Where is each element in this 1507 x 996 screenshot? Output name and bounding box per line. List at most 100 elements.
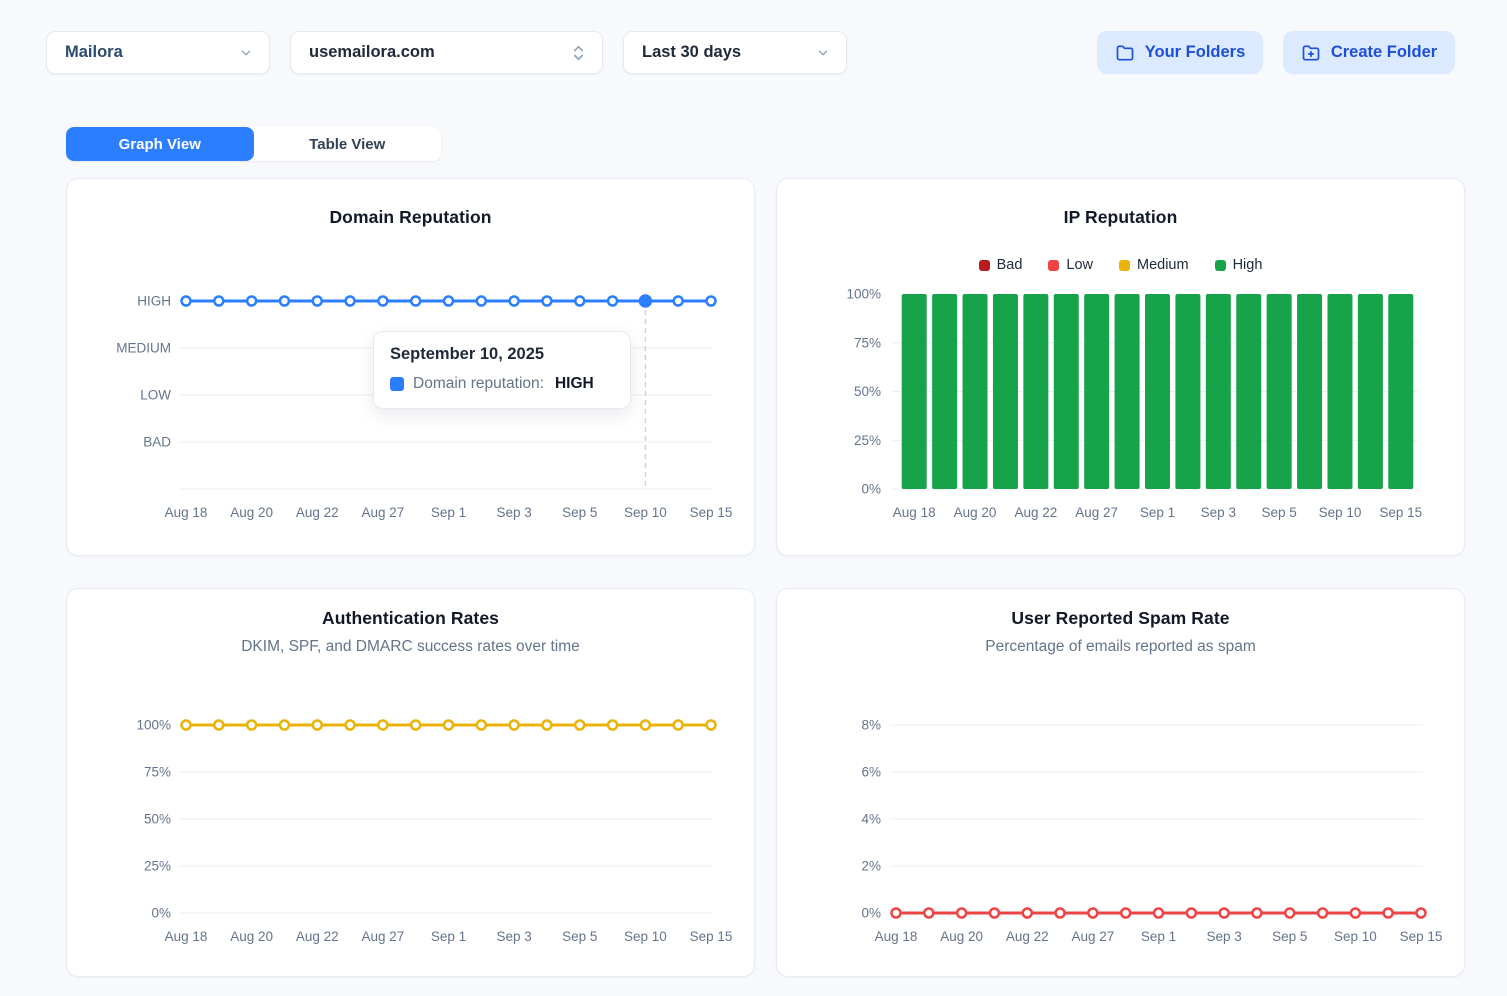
date-range-select[interactable]: Last 30 days (623, 31, 847, 74)
chart-tooltip: September 10, 2025 Domain reputation: HI… (373, 331, 631, 409)
ip-reputation-chart[interactable]: 100% 75% 50% 25% 0% Aug 18 Aug 20 Aug 22 Aug 27 S… (777, 179, 1466, 557)
svg-text:0%: 0% (151, 906, 171, 921)
svg-text:4%: 4% (861, 812, 881, 827)
svg-text:Aug 18: Aug 18 (893, 505, 936, 520)
svg-text:Aug 20: Aug 20 (940, 929, 983, 944)
svg-text:Aug 22: Aug 22 (1014, 505, 1057, 520)
create-folder-label: Create Folder (1330, 43, 1438, 61)
svg-text:Aug 22: Aug 22 (296, 929, 339, 944)
svg-text:2%: 2% (861, 859, 881, 874)
create-folder-button[interactable]: Create Folder (1283, 31, 1455, 74)
chevron-down-icon (241, 50, 251, 55)
chart-title: Authentication Rates (321, 608, 500, 628)
svg-text:Aug 22: Aug 22 (296, 505, 339, 520)
svg-text:Sep 3: Sep 3 (496, 505, 531, 520)
svg-text:LOW: LOW (140, 388, 171, 403)
svg-text:Aug 27: Aug 27 (361, 929, 404, 944)
svg-text:Sep 15: Sep 15 (1400, 929, 1443, 944)
svg-text:100%: 100% (136, 718, 171, 733)
chart-subtitle: DKIM, SPF, and DMARC success rates over … (241, 638, 580, 655)
view-tabs: Graph View Table View (66, 127, 441, 161)
svg-text:Sep 10: Sep 10 (1319, 505, 1362, 520)
tooltip-value: HIGH (554, 375, 594, 392)
legend-label: Bad (996, 257, 1023, 273)
svg-text:25%: 25% (144, 859, 171, 874)
legend-swatch (978, 259, 990, 271)
legend-item-high: High (1214, 257, 1263, 273)
chart-legend: Bad Low Medium High (777, 257, 1464, 273)
domain-select-value: usemailora.com (309, 43, 435, 61)
tab-table-view[interactable]: Table View (309, 135, 386, 153)
svg-text:Aug 27: Aug 27 (1071, 929, 1114, 944)
svg-text:Sep 15: Sep 15 (690, 929, 733, 944)
tab-graph-view[interactable]: Graph View (66, 127, 254, 161)
tooltip-series-label: Domain reputation: (413, 375, 544, 392)
svg-text:MEDIUM: MEDIUM (116, 341, 171, 356)
folder-plus-icon (1302, 45, 1320, 61)
authentication-rates-chart[interactable]: 100% 75% 50% 25% 0% Aug 18 Aug 20 Aug 22 Aug 27 S… (67, 589, 756, 978)
folder-icon (1116, 45, 1134, 61)
svg-text:Aug 27: Aug 27 (361, 505, 404, 520)
date-range-select-value: Last 30 days (642, 43, 742, 61)
svg-text:25%: 25% (854, 433, 881, 448)
svg-text:HIGH: HIGH (137, 294, 171, 309)
legend-swatch (1048, 259, 1060, 271)
svg-text:Aug 20: Aug 20 (954, 505, 997, 520)
chart-title: IP Reputation (1063, 207, 1178, 227)
domain-select[interactable]: usemailora.com (290, 31, 603, 74)
series-swatch (390, 377, 404, 391)
user-reported-spam-rate-chart[interactable]: 8% 6% 4% 2% 0% Aug 18 Aug 20 Aug 22 Aug 27 Sep 1 S… (777, 589, 1466, 978)
svg-text:50%: 50% (854, 384, 881, 399)
svg-text:Sep 5: Sep 5 (1262, 505, 1297, 520)
svg-text:Sep 5: Sep 5 (1272, 929, 1307, 944)
svg-text:Aug 20: Aug 20 (230, 505, 273, 520)
svg-text:0%: 0% (861, 906, 881, 921)
svg-text:BAD: BAD (143, 435, 171, 450)
svg-text:Sep 1: Sep 1 (431, 505, 466, 520)
svg-text:Sep 1: Sep 1 (431, 929, 466, 944)
svg-text:50%: 50% (144, 812, 171, 827)
your-folders-label: Your Folders (1144, 43, 1246, 61)
workspace-select-value: Mailora (65, 43, 123, 61)
svg-text:Aug 20: Aug 20 (230, 929, 273, 944)
svg-text:75%: 75% (144, 765, 171, 780)
svg-text:Aug 18: Aug 18 (165, 505, 208, 520)
legend-label: High (1232, 257, 1263, 273)
chart-title: Domain Reputation (329, 207, 492, 227)
workspace-select[interactable]: Mailora (46, 31, 270, 74)
svg-text:0%: 0% (861, 482, 881, 497)
svg-text:Sep 10: Sep 10 (624, 929, 667, 944)
svg-text:75%: 75% (854, 335, 881, 350)
legend-item-low: Low (1048, 257, 1093, 273)
your-folders-button[interactable]: Your Folders (1097, 31, 1263, 74)
svg-text:Sep 10: Sep 10 (1334, 929, 1377, 944)
chevron-up-down-icon (573, 45, 584, 60)
svg-text:Aug 22: Aug 22 (1006, 929, 1049, 944)
legend-item-bad: Bad (978, 257, 1023, 273)
svg-text:8%: 8% (861, 718, 881, 733)
svg-text:Sep 3: Sep 3 (496, 929, 531, 944)
svg-text:Aug 18: Aug 18 (165, 929, 208, 944)
svg-text:Aug 27: Aug 27 (1075, 505, 1118, 520)
ip-reputation-card: IP Reputation Bad Low Medium High 100% 75% 50… (776, 178, 1465, 556)
svg-text:100%: 100% (846, 287, 881, 302)
legend-label: Medium (1137, 257, 1189, 273)
authentication-rates-card: Authentication Rates DKIM, SPF, and DMAR… (66, 588, 755, 977)
svg-text:6%: 6% (861, 765, 881, 780)
svg-text:Sep 3: Sep 3 (1201, 505, 1236, 520)
legend-item-medium: Medium (1119, 257, 1189, 273)
svg-text:Sep 15: Sep 15 (1379, 505, 1422, 520)
chart-title: User Reported Spam Rate (1011, 608, 1230, 628)
svg-text:Aug 18: Aug 18 (875, 929, 918, 944)
tooltip-date: September 10, 2025 (390, 345, 545, 363)
svg-text:Sep 3: Sep 3 (1206, 929, 1241, 944)
svg-text:Sep 15: Sep 15 (690, 505, 733, 520)
domain-reputation-card: Domain Reputation HIGH MEDIUM LOW BAD Aug 18… (66, 178, 755, 556)
user-reported-spam-rate-card: User Reported Spam Rate Percentage of em… (776, 588, 1465, 977)
legend-label: Low (1066, 257, 1093, 273)
svg-text:Sep 5: Sep 5 (562, 505, 597, 520)
chart-subtitle: Percentage of emails reported as spam (985, 638, 1256, 655)
domain-reputation-chart[interactable]: HIGH MEDIUM LOW BAD Aug 18 Aug 20 Aug 22 Aug 27… (67, 179, 756, 557)
legend-swatch (1214, 259, 1226, 271)
